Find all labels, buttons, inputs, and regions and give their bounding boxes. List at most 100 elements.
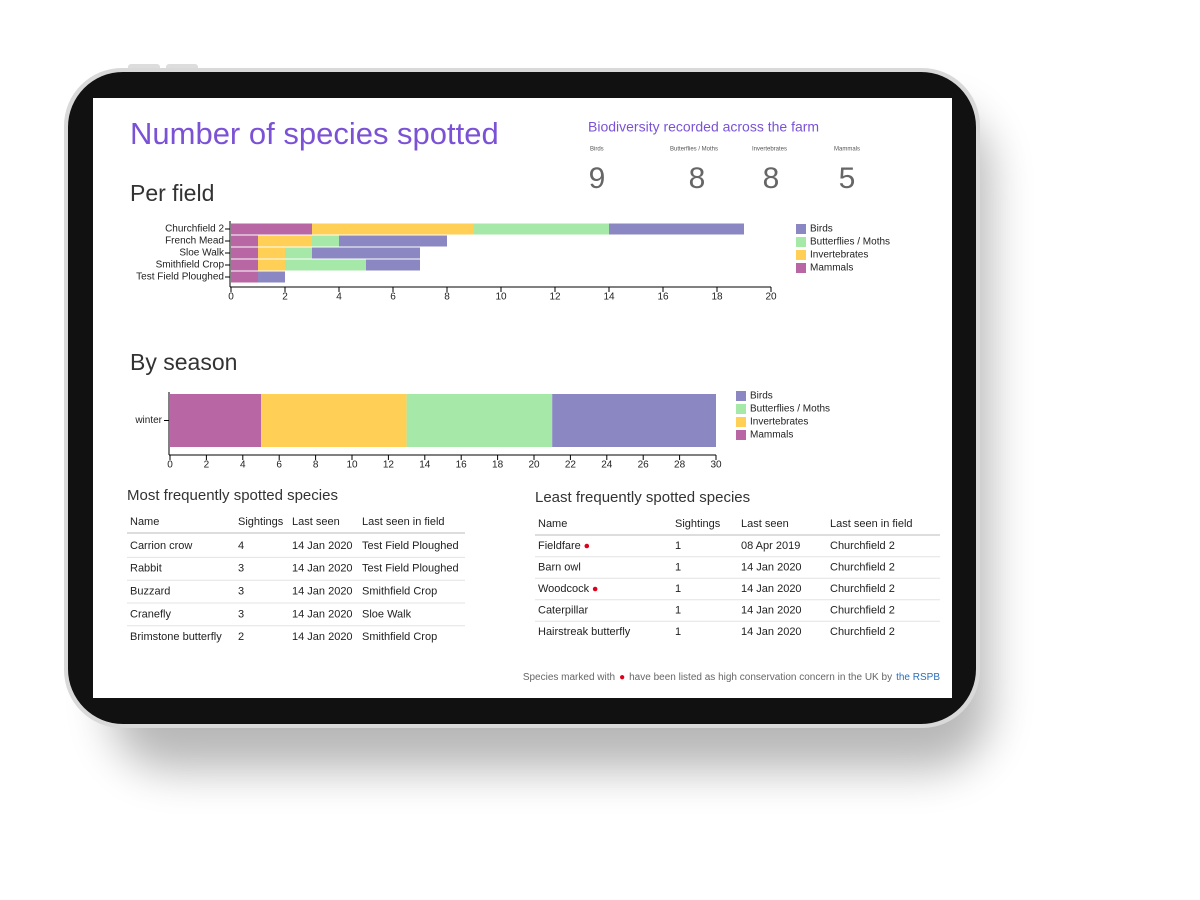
stat-value: 8 xyxy=(689,162,706,195)
column-header: Name xyxy=(130,516,159,528)
x-tick-label: 24 xyxy=(601,460,613,471)
legend-swatch xyxy=(796,237,806,247)
bar-segment xyxy=(258,259,285,271)
summary-title: Biodiversity recorded across the farm xyxy=(588,119,819,135)
table-cell: Carrion crow xyxy=(130,540,192,552)
table-cell: Churchfield 2 xyxy=(830,604,895,616)
table-cell: 1 xyxy=(675,561,681,573)
table-cell: 14 Jan 2020 xyxy=(292,608,353,620)
legend-swatch xyxy=(736,430,746,440)
x-tick-label: 6 xyxy=(390,292,396,303)
table-cell: Churchfield 2 xyxy=(830,626,895,638)
table-cell: 1 xyxy=(675,626,681,638)
stat-value: 9 xyxy=(589,162,606,195)
x-tick-label: 6 xyxy=(276,460,282,471)
bar-segment xyxy=(231,235,258,247)
table-cell: 4 xyxy=(238,540,244,552)
table-cell: 14 Jan 2020 xyxy=(741,626,802,638)
concern-dot: ● xyxy=(619,672,625,683)
table-cell: Churchfield 2 xyxy=(830,561,895,573)
x-tick-label: 20 xyxy=(765,292,777,303)
footnote-link[interactable]: the RSPB xyxy=(896,672,940,683)
x-tick-label: 0 xyxy=(167,460,173,471)
y-tick-label: Sloe Walk xyxy=(179,248,225,259)
legend-label: Mammals xyxy=(750,430,793,441)
stat-label: Birds xyxy=(590,147,604,153)
y-tick-label: Test Field Ploughed xyxy=(136,272,224,283)
chart-title: Per field xyxy=(130,180,214,206)
x-tick-label: 12 xyxy=(549,292,561,303)
table-cell: 14 Jan 2020 xyxy=(292,586,353,598)
legend-label: Butterflies / Moths xyxy=(750,404,830,415)
stat-label: Mammals xyxy=(834,147,860,153)
column-header: Sightings xyxy=(675,518,721,530)
table-cell: Test Field Ploughed xyxy=(362,563,459,575)
legend-label: Birds xyxy=(810,224,833,235)
bar-segment xyxy=(170,394,261,447)
bar-segment xyxy=(231,259,258,271)
x-tick-label: 20 xyxy=(528,460,540,471)
x-tick-label: 30 xyxy=(710,460,722,471)
table-cell: Barn owl xyxy=(538,561,581,573)
table-cell: Test Field Ploughed xyxy=(362,540,459,552)
legend-swatch xyxy=(796,224,806,234)
x-tick-label: 4 xyxy=(240,460,246,471)
table-cell: 1 xyxy=(675,604,681,616)
x-tick-label: 14 xyxy=(603,292,615,303)
table-cell: 3 xyxy=(238,563,244,575)
table-cell: 14 Jan 2020 xyxy=(741,561,802,573)
bar-segment xyxy=(609,223,744,235)
table-cell: 08 Apr 2019 xyxy=(741,540,800,552)
table-cell: Churchfield 2 xyxy=(830,540,895,552)
x-tick-label: 4 xyxy=(336,292,342,303)
bar-segment xyxy=(552,394,716,447)
table-cell: Brimstone butterfly xyxy=(130,631,222,643)
x-tick-label: 2 xyxy=(204,460,210,471)
table-title: Least frequently spotted species xyxy=(535,489,750,506)
x-tick-label: 0 xyxy=(228,292,234,303)
table-cell: Rabbit xyxy=(130,563,162,575)
x-tick-label: 2 xyxy=(282,292,288,303)
bar-segment xyxy=(312,223,474,235)
stat-value: 8 xyxy=(763,162,780,195)
y-tick-label: French Mead xyxy=(165,236,224,247)
bar-segment xyxy=(339,235,447,247)
legend-label: Butterflies / Moths xyxy=(810,237,890,248)
column-header: Last seen in field xyxy=(362,516,445,528)
column-header: Name xyxy=(538,518,567,530)
chart-title: By season xyxy=(130,349,237,375)
x-tick-label: 10 xyxy=(346,460,358,471)
table-cell: Hairstreak butterfly xyxy=(538,626,631,638)
table-cell: Fieldfare xyxy=(538,540,581,552)
legend-swatch xyxy=(796,250,806,260)
table-cell: Sloe Walk xyxy=(362,608,412,620)
legend-swatch xyxy=(736,404,746,414)
bar-segment xyxy=(366,259,420,271)
x-tick-label: 28 xyxy=(674,460,686,471)
table-cell: 14 Jan 2020 xyxy=(292,563,353,575)
column-header: Sightings xyxy=(238,516,284,528)
footnote: Species marked with ● have been listed as … xyxy=(523,672,941,683)
table-cell: Caterpillar xyxy=(538,604,588,616)
table-cell: 2 xyxy=(238,631,244,643)
x-tick-label: 18 xyxy=(711,292,723,303)
table-cell: Smithfield Crop xyxy=(362,631,437,643)
bar-segment xyxy=(474,223,609,235)
stat-value: 5 xyxy=(839,162,856,195)
concern-dot xyxy=(592,586,598,592)
stat-label: Butterflies / Moths xyxy=(670,147,718,153)
bar-segment xyxy=(258,271,285,283)
table-cell: 1 xyxy=(675,583,681,595)
x-tick-label: 26 xyxy=(638,460,650,471)
bar-segment xyxy=(406,394,553,447)
table-cell: 3 xyxy=(238,608,244,620)
column-header: Last seen xyxy=(741,518,789,530)
column-header: Last seen xyxy=(292,516,340,528)
bar-segment xyxy=(231,247,258,259)
table-cell: Buzzard xyxy=(130,586,170,598)
x-tick-label: 18 xyxy=(492,460,504,471)
bar-segment xyxy=(312,247,420,259)
table-cell: 14 Jan 2020 xyxy=(292,540,353,552)
